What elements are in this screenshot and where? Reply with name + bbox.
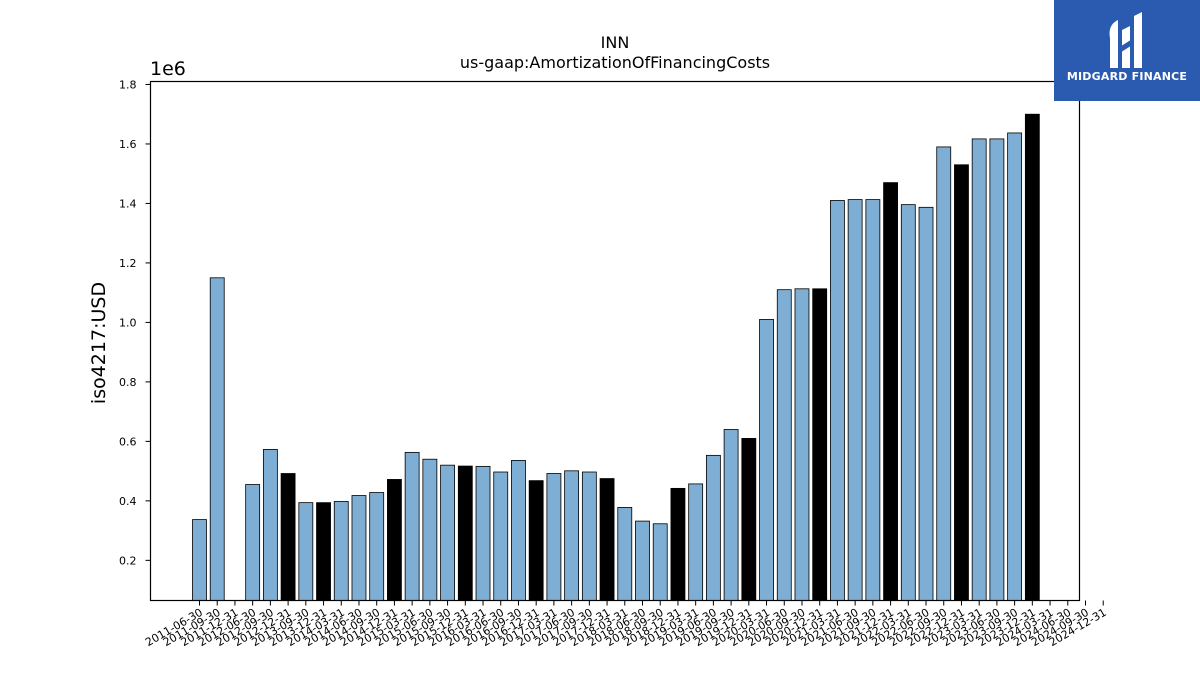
bar (599, 478, 615, 601)
bar (316, 502, 331, 601)
bar (989, 138, 1005, 601)
bar (830, 200, 845, 601)
bar (528, 480, 544, 601)
bar (280, 473, 296, 601)
y-axis-label: iso4217:USD (88, 282, 110, 404)
bar (1007, 132, 1023, 601)
plot-frame (149, 80, 1081, 602)
midgard-logo-icon (1109, 12, 1142, 68)
y-tick-label: 0.2 (119, 554, 137, 567)
bar (369, 492, 385, 601)
bar (918, 206, 934, 601)
bars-group (192, 113, 1040, 601)
bar (262, 449, 278, 601)
bar (564, 470, 580, 601)
y-tick-label: 1.6 (119, 138, 137, 151)
bar (971, 138, 987, 601)
y-scale-label: 1e6 (150, 58, 186, 80)
bar (723, 429, 739, 601)
chart-subtitle: us-gaap:AmortizationOfFinancingCosts (460, 53, 770, 72)
bar (493, 471, 509, 601)
bar (741, 438, 757, 601)
bar (245, 484, 261, 601)
y-tick-label: 0.4 (119, 495, 137, 508)
y-tick-label: 0.8 (119, 376, 137, 389)
chart-title: INN (601, 33, 630, 52)
bar (900, 204, 916, 601)
bar (387, 479, 402, 601)
bar (670, 487, 686, 601)
bar (422, 458, 438, 601)
bar (440, 464, 455, 601)
bar (794, 288, 810, 601)
y-tick-label: 1.8 (119, 78, 137, 91)
bar (812, 288, 828, 601)
bar (192, 519, 207, 601)
x-axis-ticks: 2011-06-302011-09-302011-12-312012-06-30… (143, 600, 1109, 649)
bar (883, 182, 898, 601)
y-tick-label: 1.2 (119, 257, 137, 270)
bar (688, 483, 704, 601)
logo-text: MIDGARD FINANCE (1066, 70, 1188, 83)
bar (847, 199, 863, 601)
bar (298, 502, 314, 601)
y-tick-label: 1.0 (119, 316, 137, 329)
bar (511, 460, 526, 601)
bar (209, 277, 225, 601)
bar (404, 451, 420, 601)
bar (705, 454, 721, 601)
bar (581, 471, 597, 601)
midgard-finance-logo: MIDGARD FINANCE (1054, 0, 1200, 101)
bar (546, 473, 562, 601)
bar (635, 520, 650, 601)
bar (351, 495, 367, 601)
bar (652, 523, 668, 601)
bar (333, 501, 349, 601)
bar (776, 289, 792, 601)
bar (617, 507, 633, 601)
y-axis-ticks: 0.2 0.4 0.6 0.8 1.0 1.2 1.4 1.6 1.8 (119, 78, 151, 567)
y-tick-label: 1.4 (119, 197, 137, 210)
bar (954, 164, 969, 601)
bar (457, 465, 473, 601)
bar (1024, 113, 1040, 601)
bar (759, 319, 774, 601)
bar (865, 199, 881, 601)
y-tick-label: 0.6 (119, 435, 137, 448)
bar (936, 146, 952, 601)
bar (475, 465, 491, 601)
